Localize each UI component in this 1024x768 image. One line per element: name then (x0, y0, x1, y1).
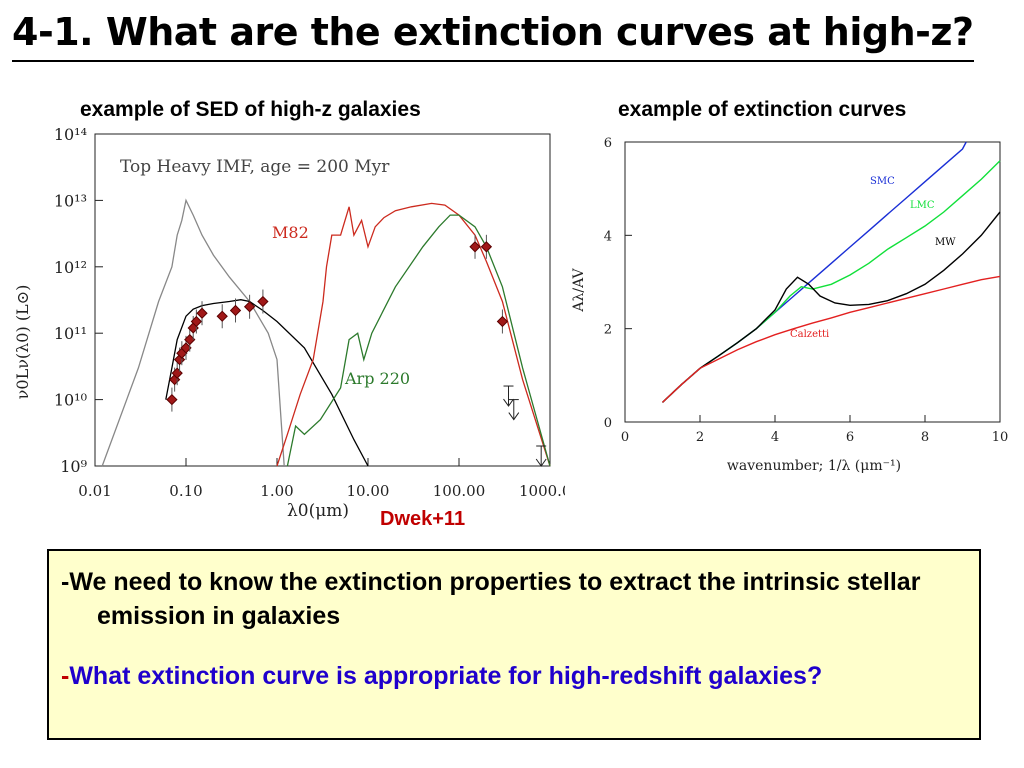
extinction-y-tick-label: 6 (604, 136, 612, 151)
sed-data-point (229, 304, 242, 317)
sed-data-point (480, 241, 493, 253)
extinction-plot-area: 0 2 4 6 8 10 0 2 4 6 SMC LMC MW Calzetti (604, 136, 1009, 445)
note-extinction-properties: -We need to know the extinction properti… (61, 565, 997, 633)
sed-data-point (180, 342, 192, 354)
extinction-series-label: Calzetti (790, 329, 829, 340)
extinction-series-line (662, 160, 1001, 403)
sed-data-point (196, 307, 208, 319)
note-2-dash: - (61, 662, 70, 690)
sed-x-axis-label: λ0(μm) (287, 501, 349, 521)
sed-series-line (286, 214, 551, 467)
key-questions-box: -We need to know the extinction properti… (47, 549, 981, 740)
extinction-series-label: MW (935, 237, 956, 248)
extinction-x-axis-label: wavenumber; 1/λ (μm⁻¹) (727, 458, 901, 474)
note-1-text: We need to know the extinction propertie… (69, 568, 921, 630)
sed-x-tick-label: 10.00 (347, 482, 390, 500)
extinction-chart: 0 2 4 6 8 10 0 2 4 6 SMC LMC MW Calzetti wavenumber; … (571, 136, 1009, 474)
note-high-redshift-question: -What extinction curve is appropriate fo… (61, 659, 997, 693)
sed-series-label: Arp 220 (344, 369, 410, 388)
sed-series-line (101, 198, 285, 467)
extinction-series-label: LMC (910, 200, 935, 211)
credit-label: Dwek+11 (380, 508, 466, 530)
sed-data-point (496, 315, 509, 328)
sed-y-tick-label: 10¹⁴ (54, 126, 87, 144)
extinction-x-tick-label: 2 (696, 430, 704, 445)
sed-x-tick-label: 0.10 (169, 482, 202, 500)
sed-data-point (184, 333, 196, 346)
note-1-dash: - (61, 568, 70, 596)
sed-x-tick-label: 0.01 (78, 482, 111, 500)
extinction-y-tick-label: 4 (604, 229, 612, 244)
extinction-x-tick-label: 10 (992, 430, 1009, 445)
sed-chart: 0.01 0.10 1.00 10.00 100.00 1000.00 10⁹ 10¹⁰ 10¹… (13, 126, 565, 521)
sed-data-point (243, 301, 256, 313)
sed-y-tick-label: 10¹⁰ (54, 391, 87, 410)
sed-data-point (469, 241, 481, 253)
sed-series-label: M82 (272, 223, 309, 242)
sed-upper-limit-arrow (535, 458, 547, 467)
extinction-series-line (662, 211, 1001, 403)
sed-data-point (166, 393, 178, 406)
sed-x-tick-label: 1000.00 (519, 482, 565, 500)
title-underline (12, 60, 974, 62)
sed-data-point (257, 295, 269, 308)
sed-plot-area: 0.01 0.10 1.00 10.00 100.00 1000.00 10⁹ 10¹⁰ 10¹… (54, 126, 565, 500)
sed-y-axis-label: ν0Lν(λ0) (L⊙) (13, 285, 32, 400)
extinction-x-tick-label: 8 (921, 430, 929, 445)
extinction-x-tick-label: 0 (621, 430, 629, 445)
extinction-series-line (662, 275, 1001, 403)
extinction-y-tick-label: 0 (604, 416, 612, 431)
sed-series-line (276, 202, 551, 467)
slide-title: 4-1. What are the extinction curves at h… (12, 10, 974, 54)
note-2-text: What extinction curve is appropriate for… (69, 662, 823, 690)
sed-y-tick-label: 10¹³ (54, 191, 87, 210)
extinction-series-label: SMC (870, 176, 895, 187)
sed-data-point (216, 310, 228, 322)
sed-upper-limit-arrow (508, 412, 520, 421)
sed-y-tick-label: 10⁹ (60, 457, 87, 476)
sed-y-tick-label: 10¹¹ (54, 324, 87, 343)
extinction-y-axis-label: Aλ/AV (571, 268, 587, 313)
extinction-caption: example of extinction curves (618, 98, 907, 121)
sed-frame (94, 133, 551, 467)
sed-caption: example of SED of high-z galaxies (80, 98, 421, 121)
extinction-x-tick-label: 6 (846, 430, 854, 445)
extinction-x-tick-label: 4 (771, 430, 779, 445)
sed-upper-limit-arrow (503, 398, 514, 407)
sed-annotation: Top Heavy IMF, age = 200 Myr (120, 157, 390, 177)
sed-x-tick-label: 1.00 (260, 482, 293, 500)
sed-x-tick-label: 100.00 (433, 482, 486, 500)
sed-y-tick-label: 10¹² (54, 258, 87, 277)
extinction-frame (624, 141, 1001, 423)
extinction-y-tick-label: 2 (604, 323, 612, 338)
sed-data-point (190, 315, 203, 328)
